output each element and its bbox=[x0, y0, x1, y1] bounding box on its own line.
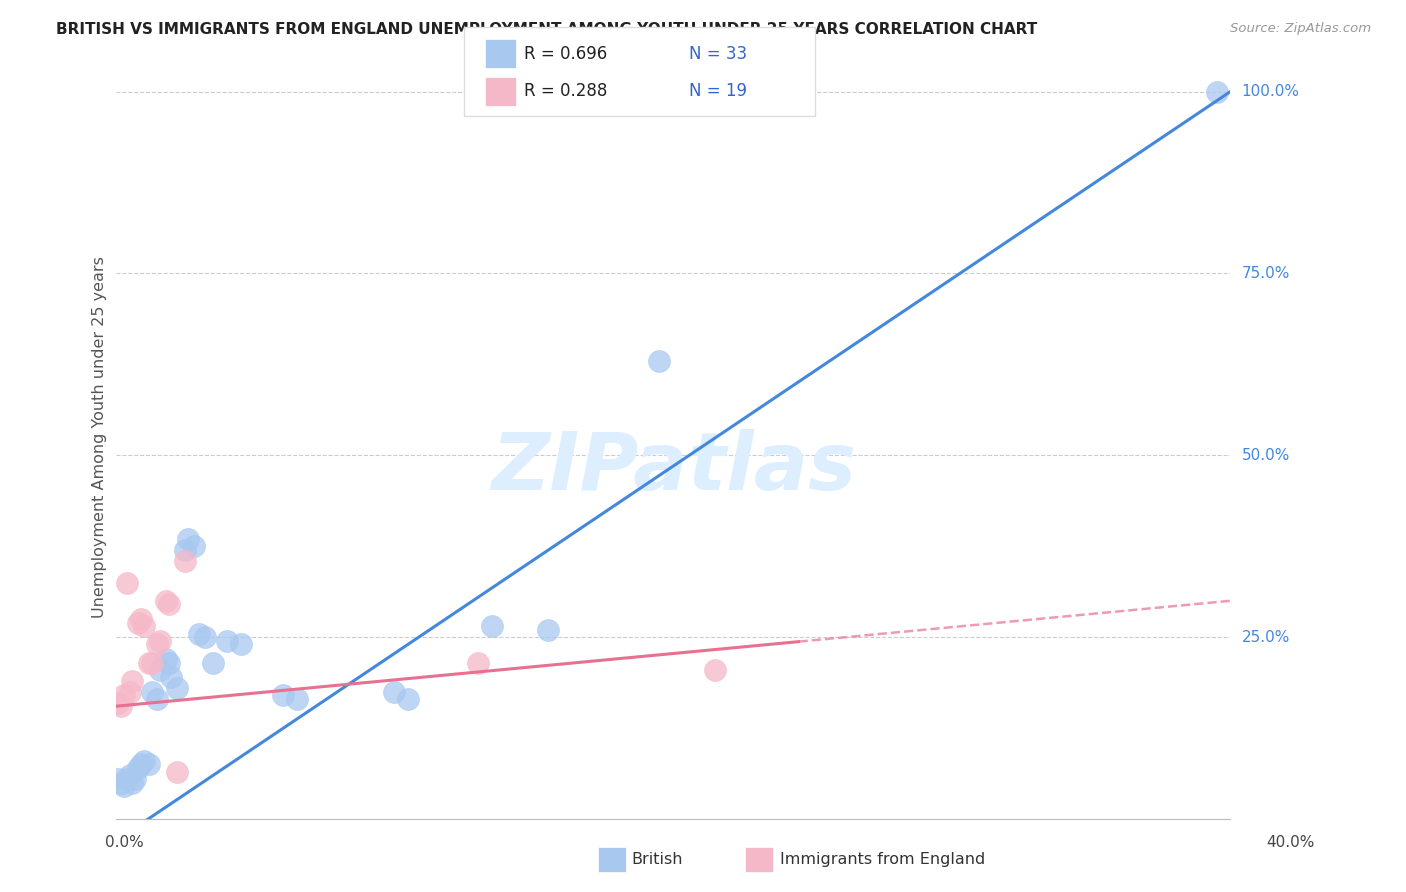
Point bbox=[155, 652, 177, 666]
Point bbox=[112, 779, 135, 793]
Point bbox=[112, 689, 135, 703]
Text: BRITISH VS IMMIGRANTS FROM ENGLAND UNEMPLOYMENT AMONG YOUTH UNDER 25 YEARS CORRE: BRITISH VS IMMIGRANTS FROM ENGLAND UNEMP… bbox=[56, 22, 1038, 37]
Point bbox=[157, 598, 180, 612]
Point bbox=[285, 692, 308, 706]
Point bbox=[127, 761, 149, 775]
Point bbox=[1205, 85, 1227, 99]
Point bbox=[127, 615, 149, 630]
Point bbox=[174, 542, 197, 557]
Text: ZIPatlas: ZIPatlas bbox=[491, 429, 856, 507]
Point bbox=[382, 684, 405, 698]
Point bbox=[149, 663, 172, 677]
Point bbox=[537, 623, 560, 637]
Point bbox=[396, 692, 419, 706]
Point bbox=[157, 656, 180, 670]
Point bbox=[648, 353, 671, 368]
Text: British: British bbox=[631, 853, 683, 867]
Point bbox=[132, 619, 155, 633]
Text: N = 33: N = 33 bbox=[689, 45, 747, 62]
Point bbox=[467, 656, 489, 670]
Point bbox=[174, 554, 197, 568]
Point bbox=[121, 775, 143, 789]
Point bbox=[202, 656, 225, 670]
Text: 100.0%: 100.0% bbox=[1241, 84, 1299, 99]
Text: 40.0%: 40.0% bbox=[1267, 836, 1315, 850]
Point bbox=[115, 575, 138, 590]
Point bbox=[115, 772, 138, 786]
Text: 0.0%: 0.0% bbox=[105, 836, 145, 850]
Point bbox=[481, 619, 503, 633]
Text: Source: ZipAtlas.com: Source: ZipAtlas.com bbox=[1230, 22, 1371, 36]
Text: R = 0.696: R = 0.696 bbox=[524, 45, 607, 62]
Text: 25.0%: 25.0% bbox=[1241, 630, 1289, 645]
Point bbox=[146, 637, 169, 651]
Point bbox=[160, 670, 183, 684]
Point bbox=[138, 656, 160, 670]
Point bbox=[703, 663, 725, 677]
Point bbox=[271, 689, 294, 703]
Text: Immigrants from England: Immigrants from England bbox=[780, 853, 986, 867]
Point bbox=[166, 681, 188, 695]
Text: R = 0.288: R = 0.288 bbox=[524, 82, 607, 101]
Point bbox=[118, 768, 141, 782]
Point bbox=[121, 673, 143, 688]
Point bbox=[124, 772, 146, 786]
Point bbox=[188, 626, 211, 640]
Point bbox=[107, 696, 129, 710]
Point bbox=[155, 594, 177, 608]
Text: 75.0%: 75.0% bbox=[1241, 266, 1289, 281]
Text: N = 19: N = 19 bbox=[689, 82, 747, 101]
Point bbox=[132, 754, 155, 768]
Point bbox=[129, 757, 152, 772]
Point bbox=[138, 757, 160, 772]
Point bbox=[146, 692, 169, 706]
Point bbox=[110, 699, 132, 714]
Point bbox=[166, 764, 188, 779]
Point bbox=[194, 630, 217, 644]
Point bbox=[229, 637, 252, 651]
Point bbox=[107, 772, 129, 786]
Point bbox=[129, 612, 152, 626]
Point bbox=[149, 633, 172, 648]
Point bbox=[118, 684, 141, 698]
Text: 50.0%: 50.0% bbox=[1241, 448, 1289, 463]
Y-axis label: Unemployment Among Youth under 25 years: Unemployment Among Youth under 25 years bbox=[93, 256, 107, 618]
Point bbox=[183, 539, 205, 553]
Point bbox=[141, 684, 163, 698]
Point bbox=[177, 532, 200, 546]
Point bbox=[217, 633, 239, 648]
Point bbox=[110, 775, 132, 789]
Point bbox=[141, 656, 163, 670]
